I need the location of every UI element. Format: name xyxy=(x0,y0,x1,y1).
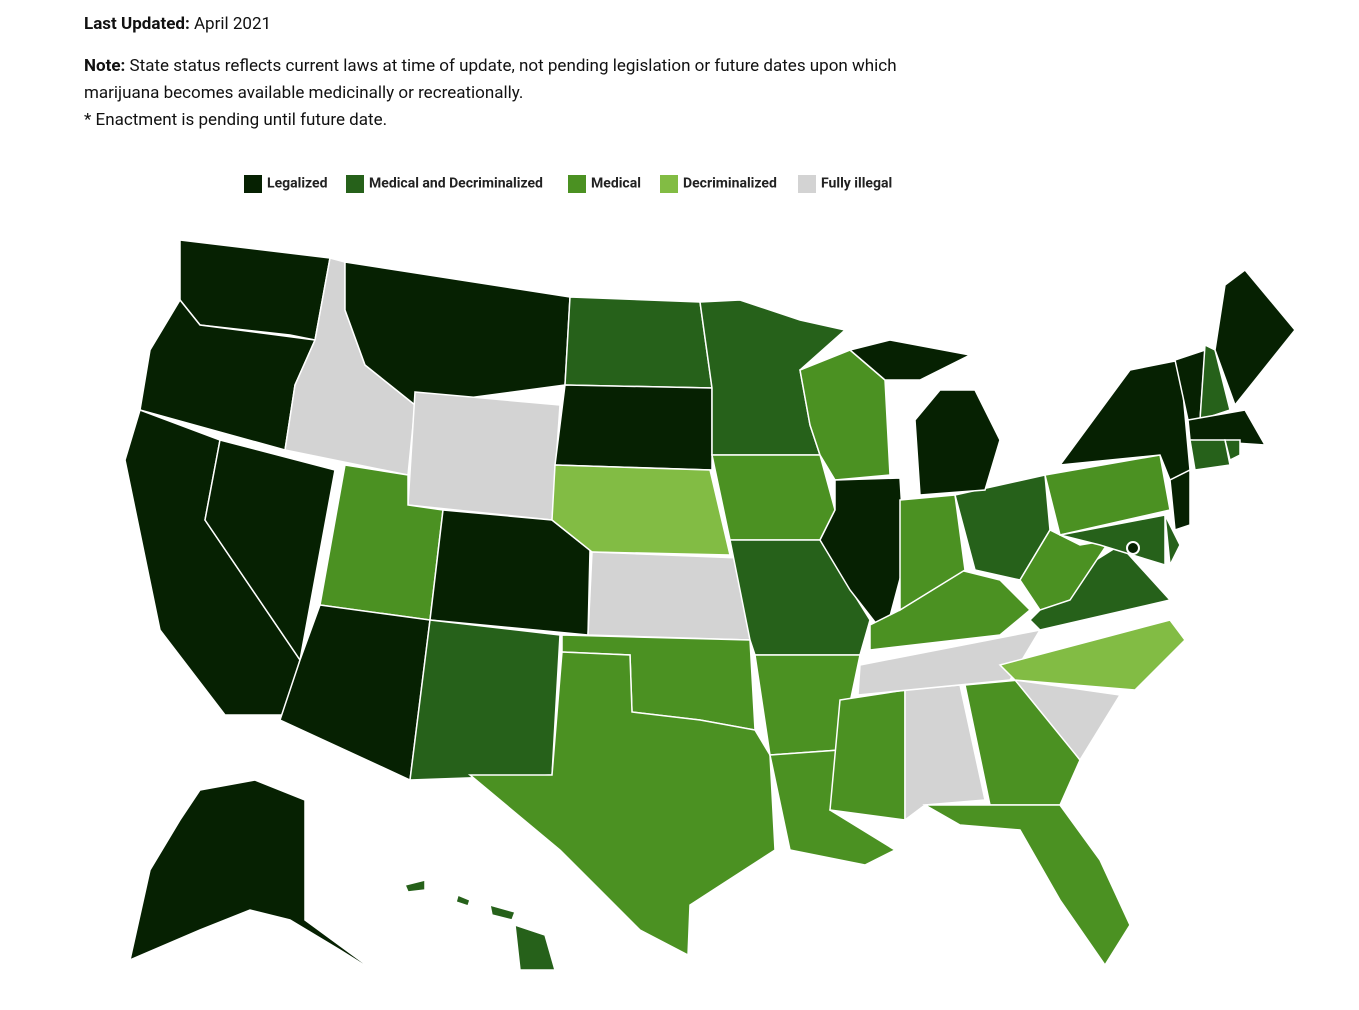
state xyxy=(964,679,1081,806)
state xyxy=(455,893,471,907)
legend-label: Fully illegal xyxy=(821,176,892,192)
state xyxy=(467,651,776,957)
state xyxy=(1059,514,1166,567)
state xyxy=(857,628,1042,696)
district-marker xyxy=(1126,541,1140,555)
state xyxy=(1169,468,1191,532)
legend-label: Legalized xyxy=(267,176,328,192)
state xyxy=(564,296,713,389)
legend-swatch xyxy=(244,175,262,193)
state xyxy=(279,604,431,782)
text: State status reflects current laws at ti… xyxy=(84,56,897,103)
legend-swatch xyxy=(346,175,364,193)
state xyxy=(998,619,1186,691)
note: Note: State status reflects current laws… xyxy=(84,53,914,134)
state xyxy=(1044,454,1171,536)
state xyxy=(1224,439,1241,462)
state xyxy=(829,689,906,821)
state xyxy=(551,464,731,556)
state xyxy=(1013,678,1122,762)
state xyxy=(514,923,556,971)
state xyxy=(554,384,713,471)
state xyxy=(1187,409,1267,446)
state xyxy=(403,879,426,893)
legend-swatch xyxy=(660,175,678,193)
legend-swatch xyxy=(568,175,586,193)
state xyxy=(848,339,973,381)
label: Last Updated: xyxy=(84,14,190,34)
state xyxy=(711,454,836,541)
last-updated: Last Updated: April 2021 xyxy=(84,11,271,38)
label: Note: xyxy=(84,56,126,76)
state xyxy=(819,477,906,637)
legend-swatch xyxy=(798,175,816,193)
state xyxy=(409,619,561,781)
legend-label: Medical and Decriminalized xyxy=(369,176,543,192)
footnote: * Enactment is pending until future date… xyxy=(84,110,388,130)
state xyxy=(899,494,966,612)
legend-label: Decriminalized xyxy=(683,176,777,192)
state xyxy=(914,389,1001,496)
value: April 2021 xyxy=(193,14,272,34)
state xyxy=(922,804,1131,967)
state xyxy=(489,903,516,921)
state xyxy=(429,509,591,636)
state xyxy=(587,551,751,641)
state xyxy=(407,391,561,521)
legend-label: Medical xyxy=(591,176,641,192)
state xyxy=(1199,343,1231,422)
state xyxy=(1189,439,1231,471)
state xyxy=(1214,268,1296,407)
state xyxy=(128,779,381,976)
state xyxy=(1164,514,1181,568)
